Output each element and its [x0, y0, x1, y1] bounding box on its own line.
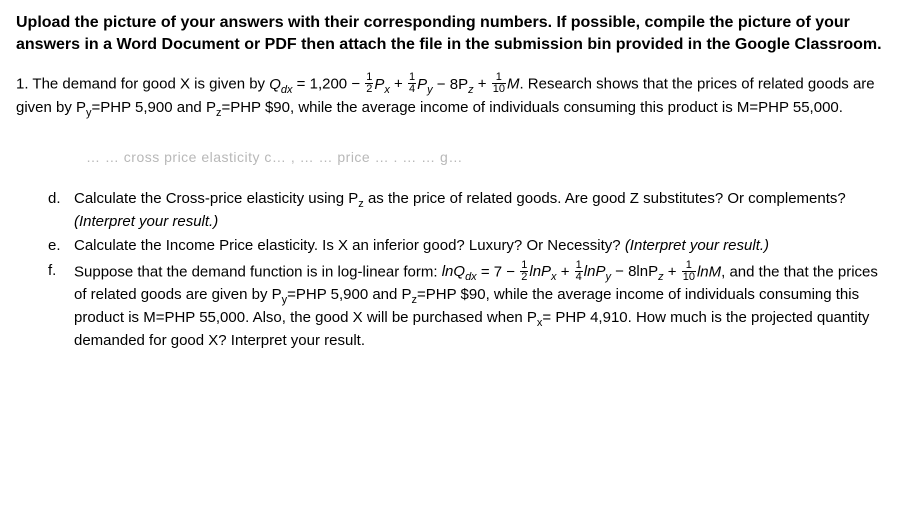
faded-partial-text: … … cross price elasticity c… , … … pric…: [86, 148, 894, 167]
q1-py: Py: [417, 76, 433, 93]
f-frac-half: 12: [520, 260, 528, 283]
sub-questions-list: d. Calculate the Cross-price elasticity …: [48, 189, 894, 351]
f-frac-tenth: 110: [682, 260, 696, 283]
q1-pz2-val: =PHP $90, while the average income of in…: [221, 99, 842, 116]
item-d-text: Calculate the Cross-price elasticity usi…: [74, 189, 894, 232]
q1-frac-tenth: 110: [492, 72, 506, 95]
q1-qdx: Qdx: [269, 76, 292, 93]
sub-item-f: f. Suppose that the demand function is i…: [48, 261, 894, 351]
q1-frac-quarter: 14: [408, 72, 416, 95]
f-frac-quarter: 14: [575, 260, 583, 283]
q1-prefix: 1. The demand for good X is given by: [16, 76, 269, 93]
q1-plus1: +: [390, 76, 407, 93]
item-letter-e: e.: [48, 236, 74, 256]
q1-py2-val: =PHP 5,900 and P: [92, 99, 216, 116]
item-f-text: Suppose that the demand function is in l…: [74, 261, 894, 351]
item-e-text: Calculate the Income Price elasticity. I…: [74, 236, 894, 256]
item-letter-f: f.: [48, 261, 74, 351]
instructions-header: Upload the picture of your answers with …: [16, 12, 894, 55]
q1-plus2: +: [474, 76, 491, 93]
q1-px: Px: [374, 76, 390, 93]
question-1: 1. The demand for good X is given by Qdx…: [16, 73, 894, 120]
sub-item-e: e. Calculate the Income Price elasticity…: [48, 236, 894, 256]
q1-m: M: [507, 76, 520, 93]
q1-minus-8pz: − 8Pz: [433, 76, 474, 93]
item-letter-d: d.: [48, 189, 74, 232]
q1-frac-half: 12: [365, 72, 373, 95]
sub-item-d: d. Calculate the Cross-price elasticity …: [48, 189, 894, 232]
q1-eq: = 1,200 −: [293, 76, 365, 93]
